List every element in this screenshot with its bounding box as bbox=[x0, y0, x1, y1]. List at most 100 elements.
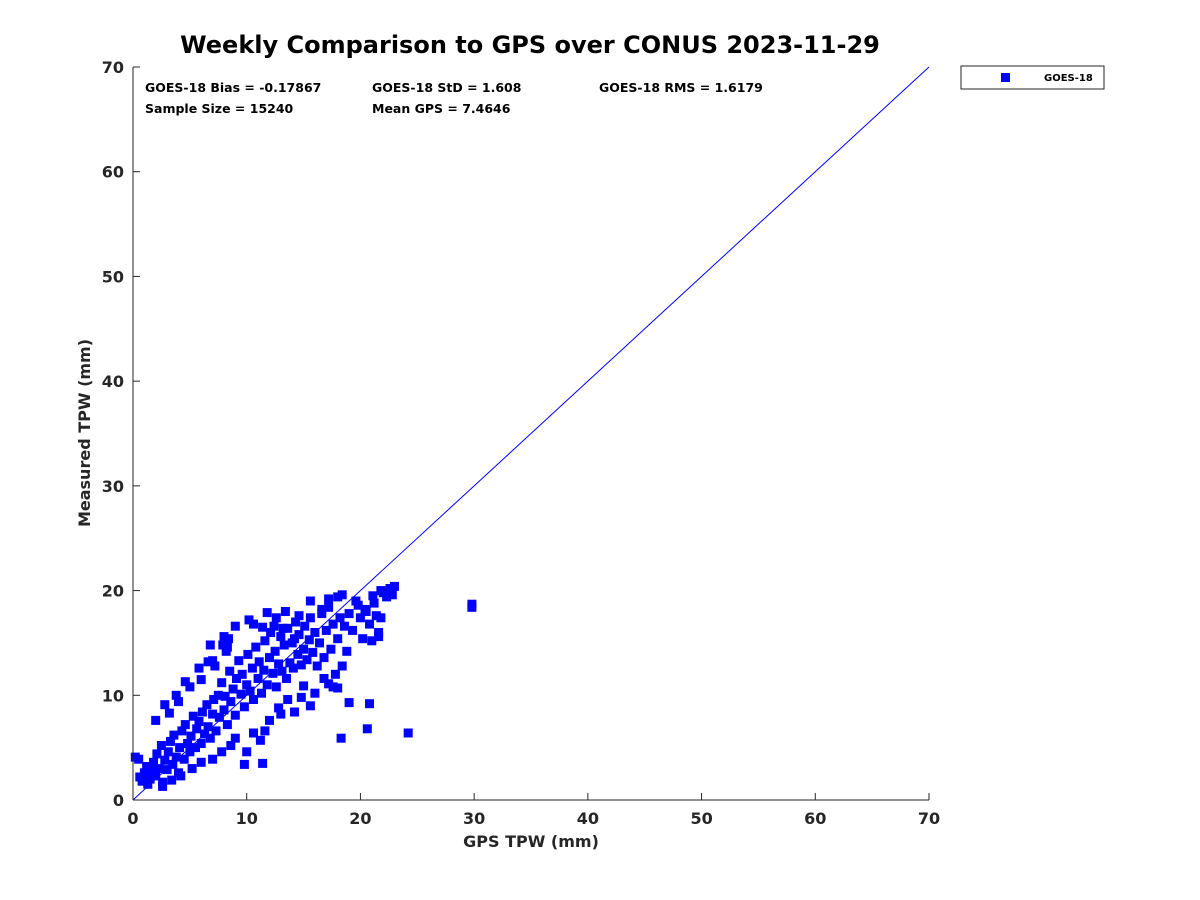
data-point bbox=[145, 774, 155, 784]
data-point bbox=[176, 771, 186, 781]
data-point bbox=[294, 611, 304, 621]
data-point bbox=[371, 611, 381, 621]
data-point bbox=[262, 608, 272, 618]
data-point bbox=[355, 613, 365, 623]
data-point bbox=[143, 779, 153, 789]
y-tick-label: 60 bbox=[102, 163, 124, 182]
data-point bbox=[278, 623, 288, 633]
data-point bbox=[175, 743, 185, 753]
data-point bbox=[137, 776, 147, 786]
data-point bbox=[203, 722, 213, 732]
legend-marker bbox=[1001, 73, 1010, 82]
data-point bbox=[305, 596, 315, 606]
data-point bbox=[291, 617, 301, 627]
y-tick-label: 70 bbox=[102, 58, 124, 77]
data-point bbox=[169, 730, 179, 740]
y-tick-label: 0 bbox=[113, 791, 124, 810]
data-point bbox=[270, 646, 280, 656]
data-point bbox=[210, 661, 220, 671]
data-point bbox=[285, 658, 295, 668]
data-point bbox=[296, 660, 306, 670]
data-point bbox=[163, 747, 173, 757]
data-point bbox=[167, 775, 177, 785]
data-point bbox=[279, 640, 289, 650]
data-point bbox=[221, 646, 231, 656]
data-point bbox=[328, 619, 338, 629]
data-point bbox=[196, 739, 206, 748]
data-point bbox=[249, 695, 258, 704]
data-point bbox=[290, 634, 299, 644]
data-point bbox=[134, 754, 144, 764]
data-point bbox=[280, 607, 290, 616]
data-point bbox=[154, 764, 164, 774]
data-point bbox=[234, 656, 244, 666]
data-point bbox=[324, 594, 334, 604]
y-tick-label: 30 bbox=[102, 477, 124, 496]
data-point bbox=[304, 635, 314, 645]
data-point bbox=[255, 735, 265, 745]
data-point bbox=[156, 741, 166, 750]
data-point bbox=[305, 613, 315, 623]
data-point bbox=[308, 647, 318, 657]
data-point bbox=[230, 621, 240, 631]
data-point bbox=[239, 702, 249, 712]
x-tick-label: 60 bbox=[804, 809, 826, 828]
stat-mean-gps: Mean GPS = 7.4646 bbox=[372, 101, 511, 116]
data-point bbox=[166, 736, 175, 746]
data-point bbox=[160, 755, 170, 765]
data-point bbox=[330, 669, 340, 679]
data-point bbox=[174, 697, 183, 707]
points-layer bbox=[130, 581, 477, 791]
data-point bbox=[196, 675, 206, 685]
data-point bbox=[225, 666, 235, 676]
data-point bbox=[358, 634, 368, 644]
data-point bbox=[288, 663, 298, 673]
data-point bbox=[387, 590, 397, 600]
data-point bbox=[162, 765, 172, 775]
data-point bbox=[283, 695, 293, 704]
data-point bbox=[265, 715, 274, 725]
y-tick-label: 40 bbox=[102, 372, 124, 391]
data-point bbox=[151, 771, 161, 781]
data-point bbox=[276, 709, 286, 719]
data-point bbox=[158, 781, 168, 791]
data-point bbox=[368, 591, 378, 601]
data-point bbox=[194, 663, 204, 673]
data-point bbox=[299, 644, 309, 654]
data-point bbox=[257, 688, 266, 698]
data-point bbox=[274, 659, 284, 669]
data-point bbox=[228, 684, 238, 694]
legend-label: GOES-18 bbox=[1044, 73, 1093, 84]
data-point bbox=[467, 602, 477, 612]
chart-title: Weekly Comparison to GPS over CONUS 2023… bbox=[180, 31, 880, 59]
data-point bbox=[139, 768, 149, 778]
data-point bbox=[369, 598, 379, 608]
data-point bbox=[290, 707, 299, 717]
data-point bbox=[348, 625, 357, 635]
x-axis-label: GPS TPW (mm) bbox=[463, 832, 599, 851]
data-point bbox=[310, 688, 320, 698]
data-point bbox=[160, 700, 170, 710]
data-point bbox=[245, 686, 255, 696]
y-axis-ticks: 0 10 20 30 40 50 60 70 bbox=[102, 58, 140, 810]
x-tick-label: 20 bbox=[349, 809, 371, 828]
data-point bbox=[382, 592, 392, 602]
data-point bbox=[251, 642, 261, 652]
data-point bbox=[302, 655, 312, 665]
data-point bbox=[213, 690, 223, 700]
data-point bbox=[205, 733, 215, 743]
data-point bbox=[218, 640, 228, 650]
data-point bbox=[242, 747, 252, 757]
data-point bbox=[269, 621, 279, 631]
data-point bbox=[205, 640, 215, 650]
data-point bbox=[336, 733, 346, 743]
stat-std: GOES-18 StD = 1.608 bbox=[372, 80, 521, 95]
data-point bbox=[282, 674, 291, 683]
data-point bbox=[208, 709, 218, 719]
data-point bbox=[335, 613, 345, 623]
data-point bbox=[374, 628, 384, 637]
data-point bbox=[171, 690, 181, 700]
data-point bbox=[239, 759, 249, 769]
data-point bbox=[367, 636, 377, 646]
